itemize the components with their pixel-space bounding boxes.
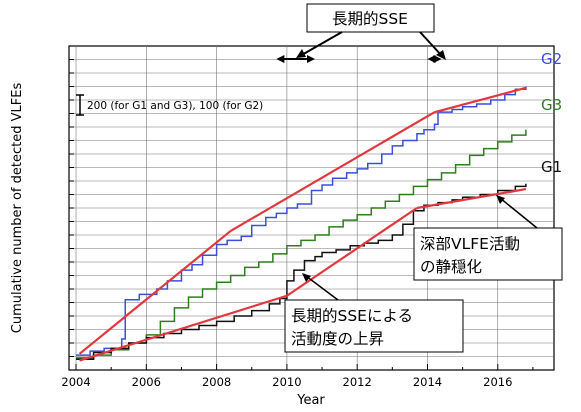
x-tick-label: 2006 (132, 375, 161, 389)
series-label-g1: G1 (541, 158, 562, 176)
trend-line-g2 (78, 230, 232, 355)
x-tick-label: 2004 (61, 375, 90, 389)
trend-line-g1 (79, 294, 288, 362)
quiescence-pointer (496, 195, 538, 229)
quiescence-line-2: の静穏化 (420, 258, 482, 276)
sse-arrowhead-right (307, 55, 316, 63)
sse-markers (276, 55, 442, 63)
y-scale-bar (76, 94, 84, 116)
increase-box (284, 299, 464, 353)
x-tick-label: 2010 (272, 375, 301, 389)
quiescence-box (413, 227, 563, 281)
sse-label: 長期的SSE (332, 10, 408, 28)
increase-pointer (302, 273, 339, 301)
trend-line-g2 (434, 86, 527, 114)
trend-line-g2 (230, 111, 436, 232)
trend-line-g1 (416, 188, 527, 210)
x-tick-label: 2016 (483, 375, 512, 389)
trend-lines (78, 86, 527, 362)
x-tick-label: 2014 (413, 375, 442, 389)
y-axis-title: Cumulative number of detected VLFEs (10, 83, 25, 334)
sse-arrowhead-right (433, 55, 442, 63)
series-line-g3 (76, 129, 527, 359)
sse-label-box (306, 3, 435, 33)
x-tick-label: 2012 (343, 375, 372, 389)
sse-arrowhead-left (427, 55, 436, 63)
sse-pointers (296, 31, 446, 60)
increase-line-2: 活動度の上昇 (291, 330, 384, 348)
quiescence-line-1: 深部VLFE活動 (420, 235, 520, 253)
sse-arrowhead-left (276, 55, 285, 63)
scale-note: 200 (for G1 and G3), 100 (for G2) (87, 100, 263, 112)
trend-line-g1 (286, 207, 418, 297)
series-line-g2 (76, 86, 527, 356)
series-label-g3: G3 (541, 96, 562, 114)
x-tick-label: 2008 (202, 375, 231, 389)
increase-line-1: 長期的SSEによる (291, 307, 413, 325)
series-label-g2: G2 (541, 50, 562, 68)
x-axis-ticks: 2004 2006 2008 2010 2012 2014 2016 (61, 59, 534, 389)
x-axis-title: Year (296, 393, 325, 408)
